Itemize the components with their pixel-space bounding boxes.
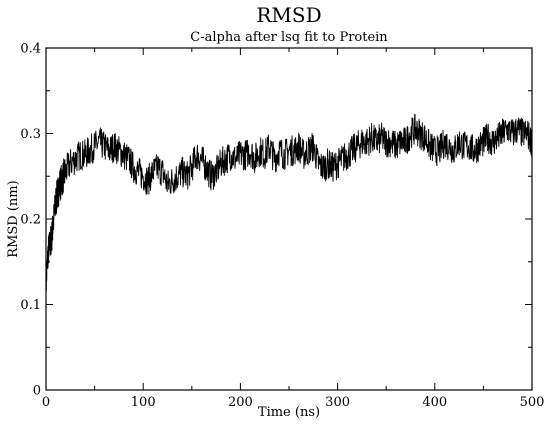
x-tick-label: 100 <box>131 395 156 410</box>
data-layer <box>45 113 533 305</box>
rmsd-series-line <box>45 113 533 305</box>
plot-frame <box>45 47 533 391</box>
x-tick-label: 0 <box>42 395 50 410</box>
y-tick-label: 0.3 <box>20 127 41 142</box>
y-axis-label: RMSD (nm) <box>6 180 21 257</box>
chart-title: RMSD <box>256 3 321 27</box>
tick-layer: 0 100 200 300 400 500 0 0.1 0.2 0.3 0.4 <box>20 42 544 411</box>
chart-subtitle: C-alpha after lsq fit to Protein <box>190 30 388 45</box>
x-axis-label: Time (ns) <box>258 405 320 420</box>
x-tick-label: 400 <box>422 395 447 410</box>
y-tick-label: 0 <box>33 384 41 399</box>
y-tick-label: 0.2 <box>20 213 41 228</box>
x-tick-label: 500 <box>520 395 545 410</box>
x-tick-label: 300 <box>325 395 350 410</box>
x-tick-label: 200 <box>228 395 253 410</box>
y-tick-label: 0.1 <box>20 298 41 313</box>
y-tick-label: 0.4 <box>20 42 41 57</box>
